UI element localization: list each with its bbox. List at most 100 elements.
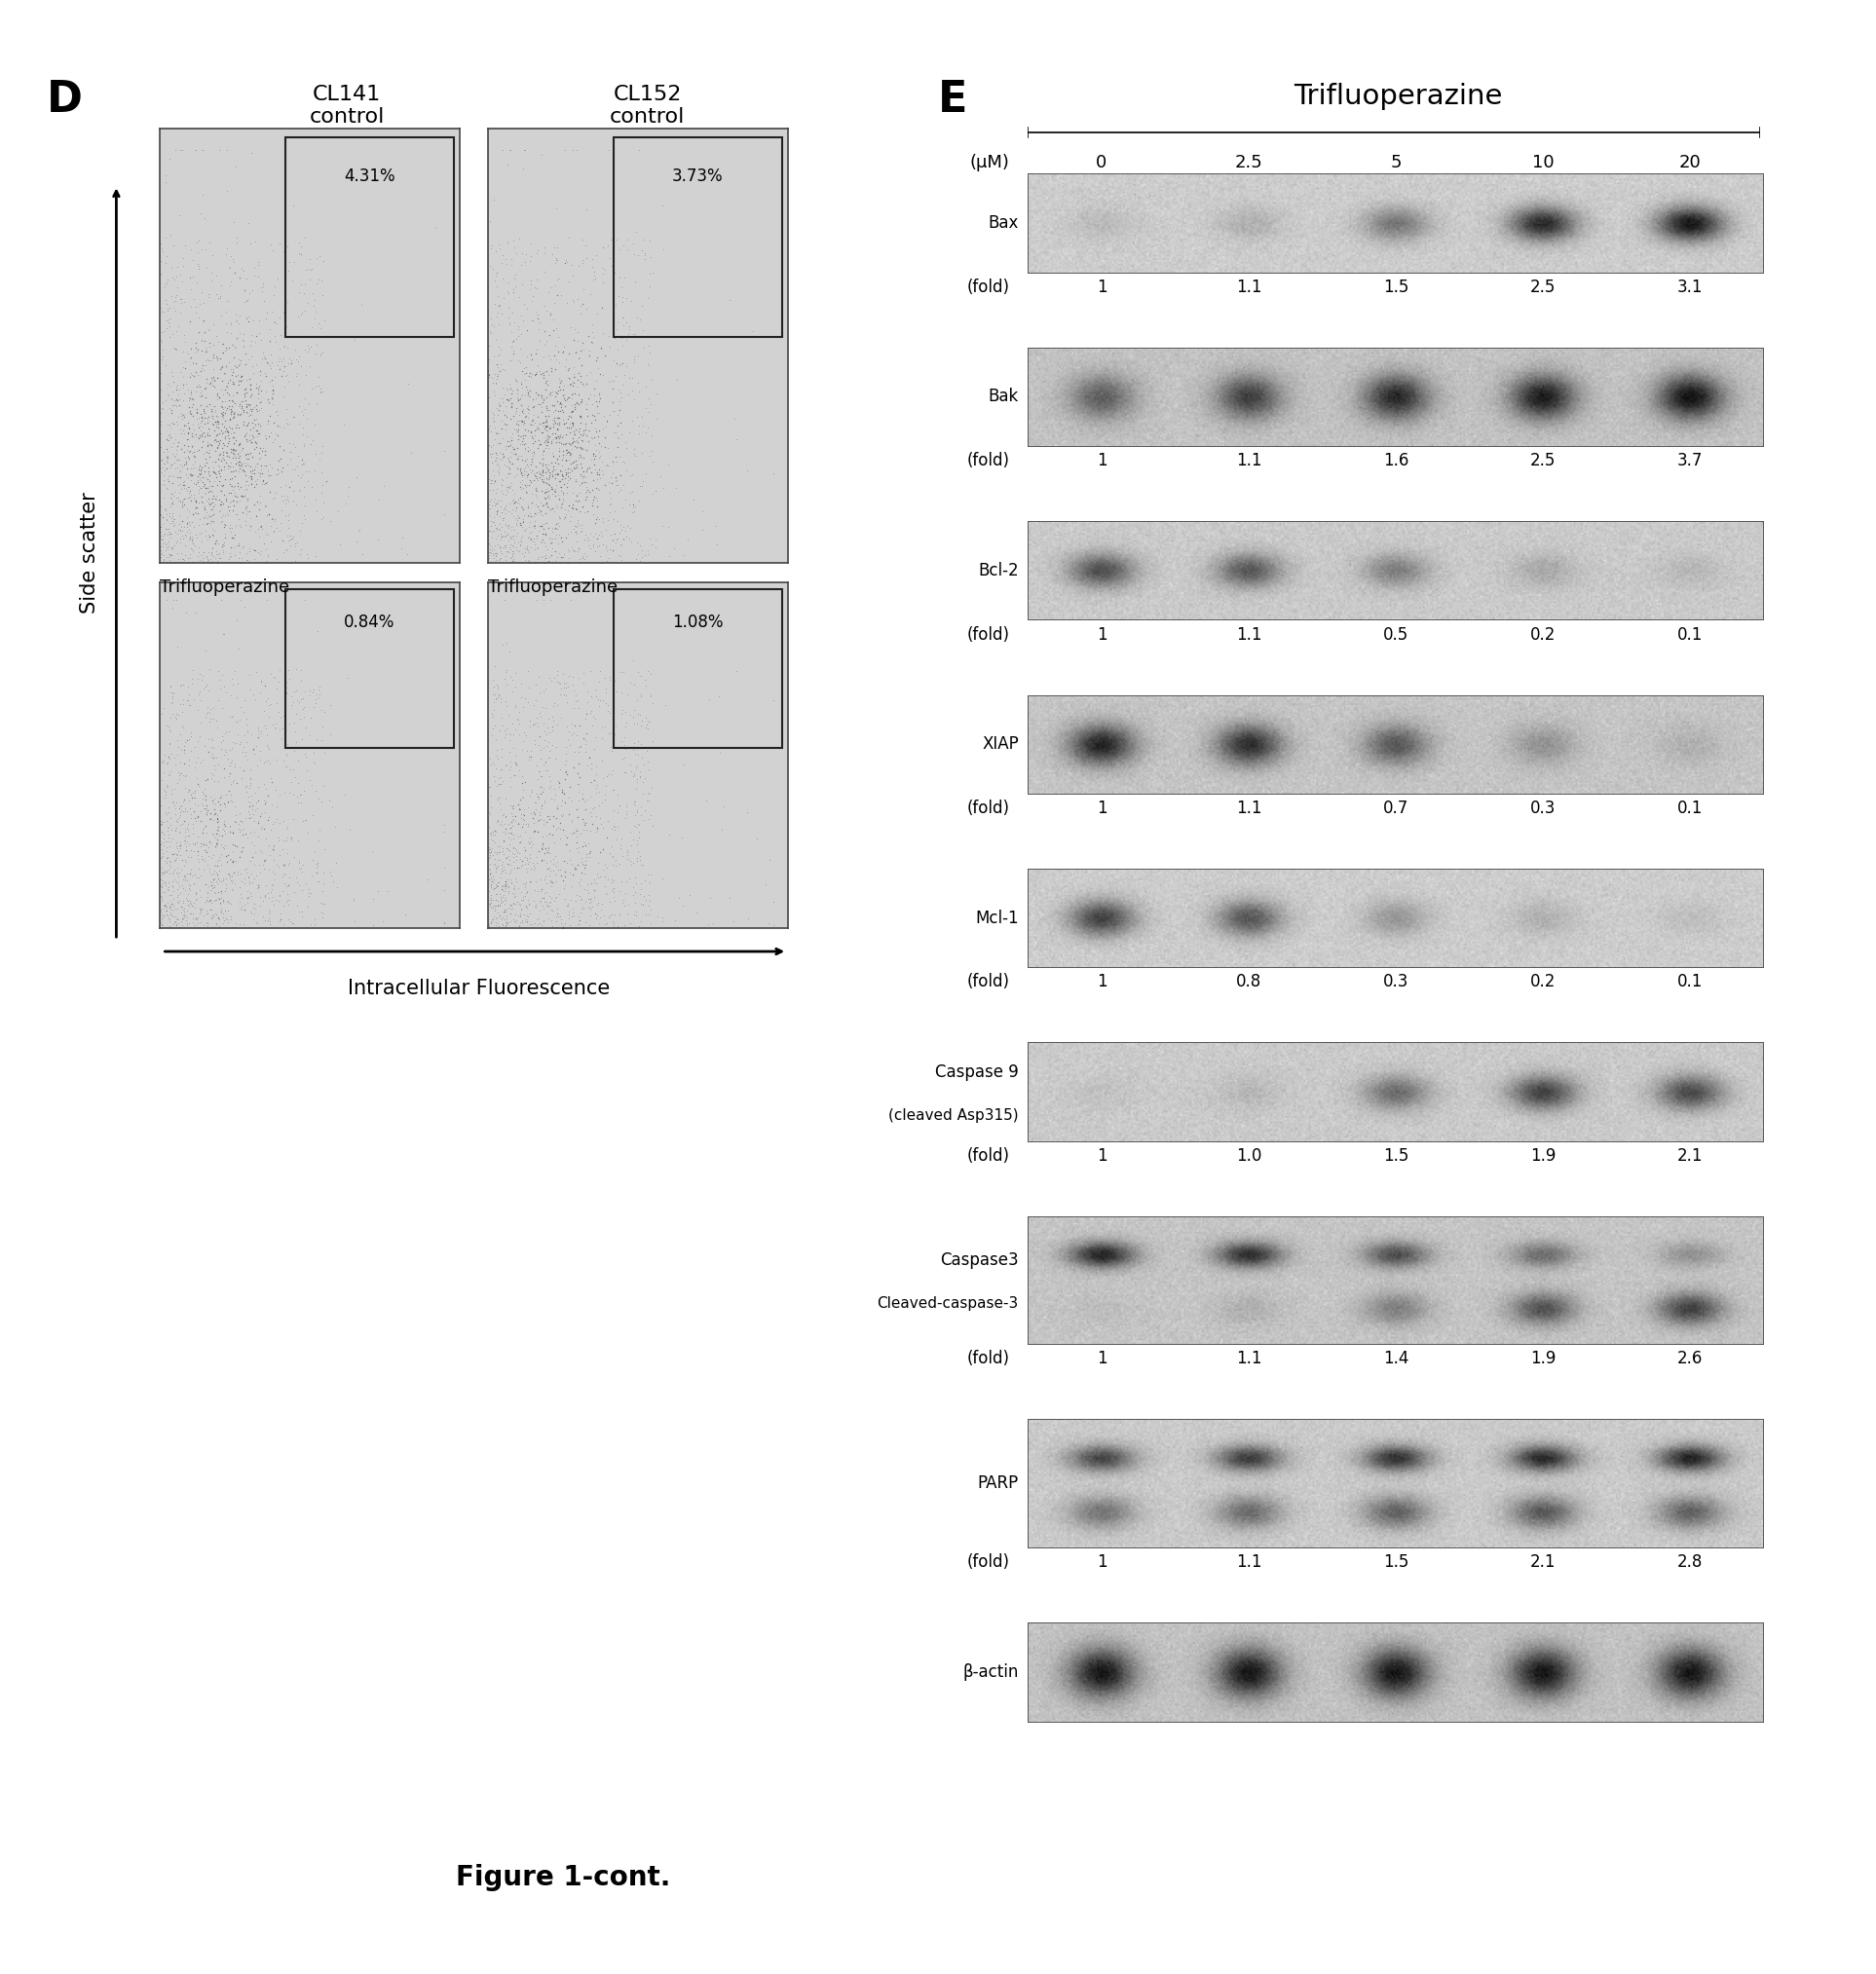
Point: [623, 724, 653, 756]
Point: [159, 385, 189, 417]
Point: [236, 320, 266, 351]
Point: [612, 351, 642, 383]
Point: [529, 383, 559, 415]
Point: [522, 472, 552, 503]
Point: [523, 235, 553, 266]
Point: [687, 515, 717, 547]
Point: [527, 873, 557, 904]
Point: [531, 807, 561, 839]
Point: [218, 829, 248, 861]
Point: [495, 403, 525, 434]
Point: [542, 792, 572, 823]
Point: [537, 478, 567, 509]
Point: [266, 898, 296, 930]
Point: [582, 456, 612, 488]
Point: [598, 841, 628, 873]
Point: [199, 799, 229, 831]
Point: [148, 529, 178, 561]
Point: [231, 770, 261, 801]
Point: [527, 760, 557, 792]
Point: [159, 294, 189, 326]
Point: [233, 782, 263, 813]
Point: [229, 869, 259, 900]
Point: [627, 705, 657, 736]
Point: [188, 517, 218, 549]
Point: [531, 497, 561, 529]
Point: [486, 405, 516, 436]
Point: [304, 679, 334, 711]
Point: [165, 523, 195, 555]
Point: [478, 839, 508, 871]
Point: [508, 869, 538, 900]
Point: [174, 521, 204, 553]
Point: [490, 904, 520, 936]
Point: [178, 835, 208, 867]
Point: [197, 456, 227, 488]
Point: [266, 359, 296, 391]
Point: [169, 484, 199, 515]
Point: [507, 318, 537, 349]
Point: [522, 334, 552, 365]
Point: [555, 438, 585, 470]
Point: [281, 450, 311, 482]
Point: [510, 456, 540, 488]
Point: [236, 898, 266, 930]
Point: [238, 304, 268, 336]
Point: [563, 517, 593, 549]
Point: [514, 490, 544, 521]
Point: [478, 515, 508, 547]
Point: [606, 865, 636, 896]
Point: [167, 403, 197, 434]
Point: [619, 434, 649, 466]
Point: [208, 863, 238, 894]
Point: [647, 906, 677, 938]
Point: [148, 805, 178, 837]
Point: [627, 290, 657, 322]
Point: [490, 869, 520, 900]
Point: [550, 756, 580, 788]
Point: [531, 415, 561, 446]
Point: [522, 265, 552, 296]
Point: [219, 432, 250, 464]
Point: [171, 792, 201, 823]
Point: [167, 871, 197, 902]
Point: [191, 701, 221, 732]
Point: [144, 541, 174, 572]
Point: [184, 409, 214, 440]
Point: [497, 387, 527, 418]
Point: [146, 233, 176, 265]
Point: [582, 770, 612, 801]
Point: [169, 873, 199, 904]
Point: [595, 482, 625, 513]
Point: [229, 409, 259, 440]
Point: [174, 397, 204, 428]
Point: [203, 817, 233, 849]
Point: [529, 413, 559, 444]
Point: [563, 730, 593, 762]
Point: [630, 898, 660, 930]
Point: [225, 399, 255, 430]
Point: [552, 428, 582, 460]
Point: [208, 738, 238, 770]
Point: [210, 385, 240, 417]
Point: [493, 430, 523, 462]
Point: [255, 353, 285, 385]
Point: [546, 391, 576, 422]
Point: [473, 537, 503, 569]
Point: [492, 894, 522, 926]
Point: [251, 517, 281, 549]
Point: [561, 466, 591, 497]
Point: [570, 906, 600, 938]
Point: [548, 438, 578, 470]
Point: [518, 438, 548, 470]
Point: [477, 746, 507, 778]
Point: [165, 199, 195, 231]
Point: [221, 707, 251, 738]
Point: [527, 882, 557, 914]
Point: [505, 837, 535, 869]
Point: [167, 884, 197, 916]
Point: [206, 407, 236, 438]
Point: [516, 436, 546, 468]
Point: [214, 450, 244, 482]
Point: [559, 454, 589, 486]
